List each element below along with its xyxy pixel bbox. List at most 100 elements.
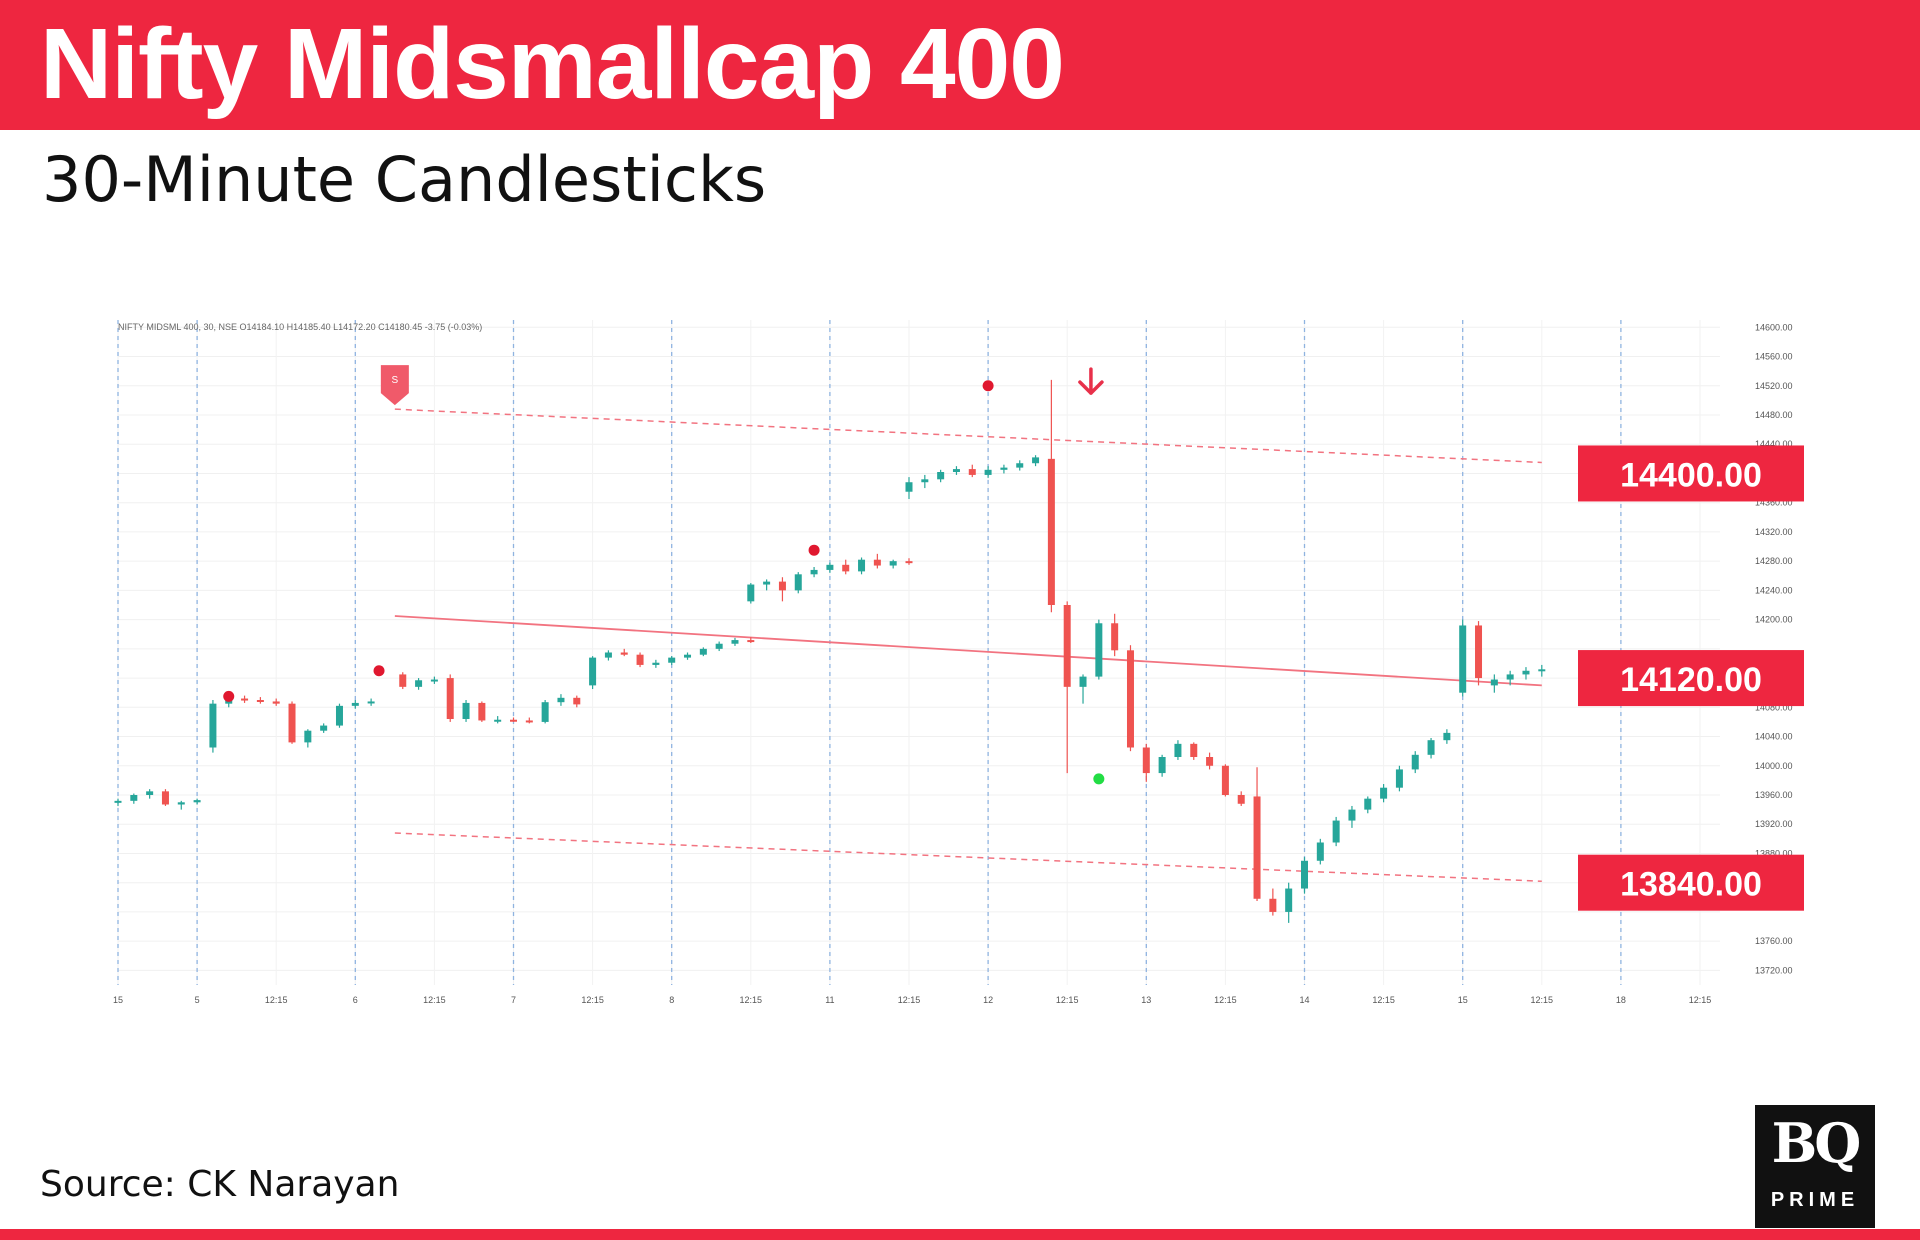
source-note: Source: CK Narayan [40, 1164, 400, 1205]
candle-body [921, 479, 929, 483]
candle-body [1538, 669, 1546, 672]
trend-line-upper [394, 408, 1542, 464]
candle-body [1301, 860, 1308, 889]
candle-body [1237, 795, 1245, 804]
signal-dot-green [1093, 773, 1105, 785]
candle-body [1348, 809, 1356, 821]
candle-body [1253, 796, 1261, 899]
candle-body [747, 640, 755, 643]
y-tick-label: 14440.00 [1755, 439, 1793, 449]
candle-body [557, 697, 565, 703]
signal-dot-red [373, 665, 385, 677]
sell-flag-label: S [392, 375, 399, 386]
candle-body [747, 584, 755, 602]
candle-body [731, 640, 739, 644]
candle-body [272, 701, 280, 704]
chart-markers: S [223, 365, 1105, 785]
y-tick-label: 14200.00 [1755, 615, 1793, 625]
y-tick-label: 13720.00 [1755, 965, 1793, 975]
candle-body [652, 662, 660, 665]
x-tick-label: 12:15 [1372, 995, 1395, 1005]
bq-prime-logo: BQ PRIME [1755, 1105, 1875, 1228]
x-tick-label: 12:15 [1214, 995, 1237, 1005]
candle-body [1490, 679, 1498, 686]
candle-body [873, 559, 881, 566]
candle-body [858, 559, 866, 572]
y-tick-label: 14520.00 [1755, 381, 1793, 391]
x-tick-label: 12:15 [423, 995, 446, 1005]
x-tick-label: 12:15 [898, 995, 921, 1005]
x-tick-label: 12:15 [1531, 995, 1554, 1005]
candle-body [573, 697, 581, 705]
candle-body [462, 702, 470, 719]
candle-body [1047, 458, 1055, 605]
candle-body [478, 702, 486, 721]
price-labels: 14400.00 14120.00 13840.00 [1578, 445, 1804, 911]
candle-body [889, 561, 897, 566]
candle-body [1158, 757, 1166, 774]
candle-body [288, 703, 296, 743]
x-tick-label: 14 [1299, 995, 1309, 1005]
chart-axes: 15 5 12:15 6 12:15 7 12:15 8 12:15 11 12:15 12 12:15… [113, 322, 1793, 1005]
candle-body [1411, 754, 1419, 770]
y-tick-label: 14000.00 [1755, 761, 1793, 771]
candle-body [905, 482, 913, 492]
x-tick-label: 7 [511, 995, 516, 1005]
signal-dot-red [223, 690, 235, 702]
x-tick-label: 12 [983, 995, 993, 1005]
logo-subtext: PRIME [1770, 1189, 1860, 1211]
x-tick-label: 15 [113, 995, 123, 1005]
candle-body [430, 679, 438, 682]
candle-body [1506, 674, 1514, 680]
candle-body [1079, 676, 1087, 687]
y-tick-label: 14320.00 [1755, 527, 1793, 537]
candle-body [1427, 740, 1435, 755]
x-tick-label: 13 [1141, 995, 1151, 1005]
candle-body [415, 680, 423, 687]
candle-body [177, 802, 185, 805]
candle-body [525, 720, 533, 723]
candle-body [968, 469, 976, 475]
candle-body [1190, 743, 1198, 757]
candle-body [937, 472, 945, 480]
candle-body [842, 564, 850, 572]
candle-body [636, 654, 644, 665]
trend-lines [394, 408, 1542, 882]
header-bar [0, 0, 1920, 130]
candle-body [367, 701, 375, 704]
price-label-text: 14120.00 [1620, 661, 1762, 699]
candle-body [541, 702, 549, 722]
candle-body [1126, 650, 1134, 748]
candle-body [684, 654, 692, 658]
candle-body [446, 678, 454, 719]
candle-body [256, 700, 264, 702]
y-tick-label: 14600.00 [1755, 322, 1793, 332]
price-label-text: 13840.00 [1620, 866, 1762, 904]
candle-body [794, 574, 802, 591]
candle-body [604, 652, 612, 658]
price-label-box [1578, 445, 1804, 502]
price-label-text: 14400.00 [1620, 456, 1762, 494]
candle-body [763, 581, 771, 585]
candle-body [1269, 898, 1277, 912]
y-tick-label: 13880.00 [1755, 848, 1793, 858]
x-tick-label: 5 [195, 995, 200, 1005]
candle-body [1443, 732, 1451, 741]
y-tick-label: 13960.00 [1755, 790, 1793, 800]
candle-body [905, 561, 913, 564]
candle-body [778, 581, 786, 591]
candle-body [1364, 798, 1372, 810]
x-tick-label: 11 [825, 995, 834, 1005]
candle-body [1285, 888, 1293, 912]
x-tick-label: 8 [669, 995, 674, 1005]
y-tick-label: 14240.00 [1755, 585, 1793, 595]
signal-dot-red [808, 544, 820, 556]
candle-body [620, 652, 628, 655]
candle-body [715, 643, 723, 649]
candle-body [952, 469, 960, 472]
x-tick-label: 12:15 [1689, 995, 1712, 1005]
x-tick-label: 6 [353, 995, 358, 1005]
candle-body [1475, 625, 1483, 679]
trend-line-middle [394, 615, 1542, 687]
